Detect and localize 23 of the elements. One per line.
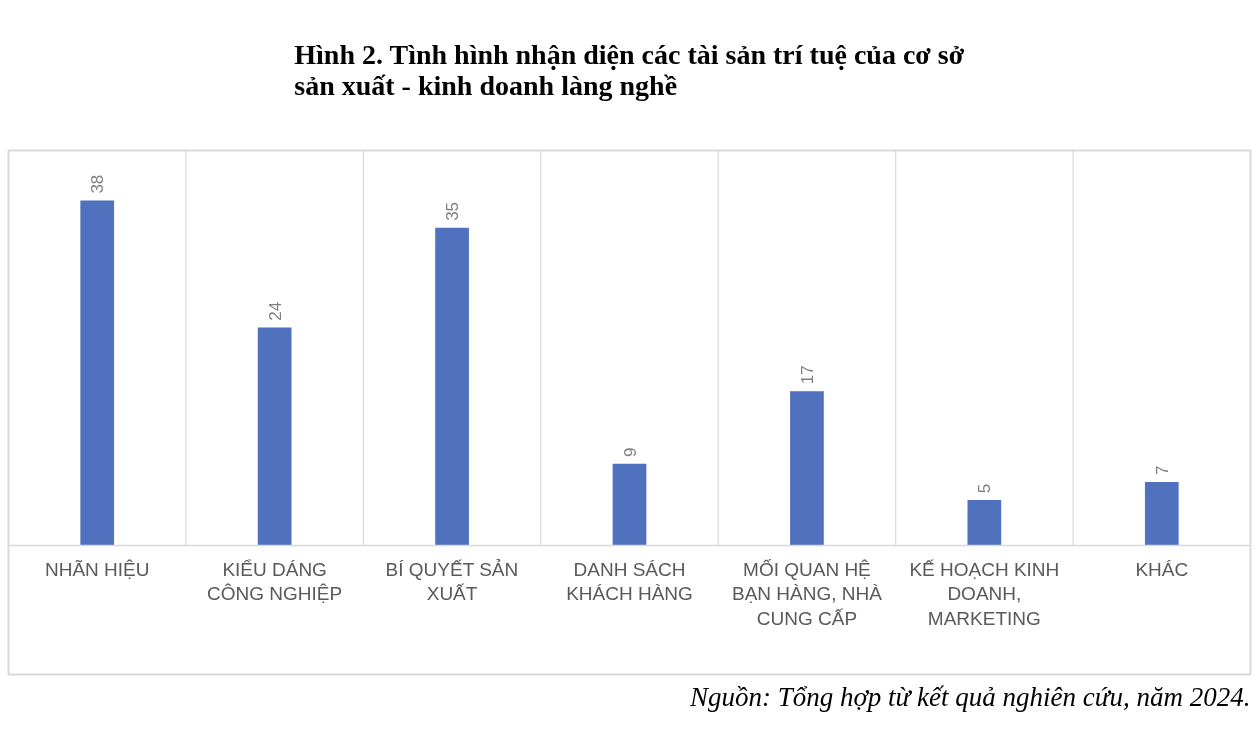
bar [257, 327, 292, 546]
bar [435, 227, 469, 546]
data-label: 38 [88, 174, 108, 194]
data-label: 24 [265, 301, 285, 321]
data-label: 35 [443, 201, 463, 221]
x-tick-label: MỐI QUAN HỆ BẠN HÀNG, NHÀ CUNG CẤP [731, 559, 883, 629]
bar [80, 200, 115, 546]
bar [1144, 481, 1179, 546]
bar [967, 500, 1002, 546]
data-label: 7 [1152, 465, 1172, 476]
x-tick-label: DANH SÁCH KHÁCH HÀNG [566, 559, 693, 605]
text: Nguồn: Tổng hợp từ kết quả nghiên cứu, năm 2024. [688, 681, 1251, 712]
x-tick-label: KHÁC [1135, 559, 1189, 581]
data-label: 9 [620, 447, 640, 457]
data-label: 17 [797, 365, 817, 385]
x-tick-label: KIỂU DÁNG CÔNG NGHIỆP [207, 559, 343, 605]
x-tick-label: KẾ HOẠCH KINH DOANH, MARKETING [909, 559, 1060, 629]
x-tick-label: BÍ QUYẾT SẢN XUẤT [385, 559, 519, 605]
bar [612, 463, 647, 546]
x-tick-label: NHÃN HIỆU [44, 559, 150, 581]
bar [790, 391, 824, 546]
data-label: 5 [975, 483, 995, 494]
chart-title: Hình 2. Tình hình nhận diện các tài sản trí tuệ của cơ sở sản xuất - kinh doanh làng nghề [294, 38, 965, 101]
